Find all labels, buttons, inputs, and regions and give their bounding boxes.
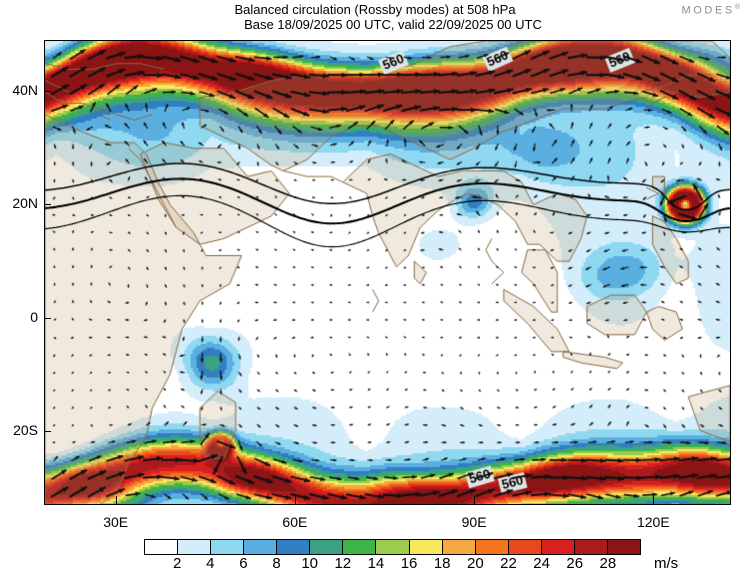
colorbar-segment	[277, 540, 311, 554]
colorbar-segment	[607, 540, 640, 554]
colorbar-tick-label: 10	[301, 555, 318, 572]
colorbar-segment	[178, 540, 212, 554]
colorbar-tick-label: 8	[272, 555, 281, 572]
chart-title: Balanced circulation (Rossby modes) at 5…	[234, 2, 516, 17]
colorbar-segment	[409, 540, 443, 554]
colorbar-segment	[541, 540, 575, 554]
x-tick-label: 90E	[461, 514, 487, 530]
colorbar-tick-label: 22	[500, 555, 517, 572]
y-tick-mark	[44, 317, 51, 319]
colorbar-segment	[475, 540, 509, 554]
colorbar-segment	[211, 540, 245, 554]
y-tick-label: 20S	[13, 422, 38, 439]
x-tick-label: 60E	[282, 514, 308, 530]
colorbar-tick-label: 4	[206, 555, 215, 572]
colorbar-segment	[244, 540, 278, 554]
y-tick-label: 40N	[12, 82, 38, 99]
colorbar-tick-label: 20	[466, 555, 484, 572]
colorbar	[144, 539, 641, 555]
colorbar-segment	[310, 540, 344, 554]
colorbar-tick-label: 18	[433, 555, 451, 572]
colorbar-segment	[376, 540, 410, 554]
colorbar-segment	[574, 540, 608, 554]
colorbar-tick-label: 12	[334, 555, 352, 572]
map-plot-area	[44, 40, 731, 505]
colorbar-segment	[508, 540, 542, 554]
colorbar-tick-label: 16	[400, 555, 418, 572]
colorbar-tick-label: 6	[239, 555, 248, 572]
y-tick-mark	[44, 431, 51, 433]
x-tick-mark	[294, 496, 296, 504]
y-tick-mark	[44, 204, 51, 206]
colorbar-units-label: m/s	[654, 555, 679, 572]
colorbar-tick-label: 24	[533, 555, 550, 572]
x-tick-mark	[474, 496, 476, 504]
chart-title-block: Balanced circulation (Rossby modes) at 5…	[0, 2, 750, 32]
x-tick-label: 120E	[636, 514, 670, 530]
colorbar-segment	[145, 540, 179, 554]
colorbar-tick-label: 14	[367, 555, 385, 572]
x-tick-mark	[115, 496, 117, 504]
modes-logo-text: MODES	[681, 4, 735, 17]
colorbar-tick-label: 28	[599, 555, 617, 572]
y-tick-label: 0	[30, 308, 38, 325]
colorbar-segment	[442, 540, 476, 554]
y-tick-mark	[44, 91, 51, 93]
colorbar-tick-label: 2	[172, 555, 182, 572]
chart-subtitle: Base 18/09/2025 00 UTC, valid 22/09/2025…	[244, 17, 542, 32]
modes-logo: MODES®	[681, 4, 740, 17]
x-tick-label: 30E	[103, 514, 129, 530]
x-tick-mark	[653, 496, 655, 504]
colorbar-tick-label: 26	[566, 555, 584, 572]
y-tick-label: 20N	[12, 195, 38, 212]
map-canvas	[45, 41, 730, 504]
modes-logo-mark: ®	[734, 4, 740, 11]
colorbar-tick-labels: 2 4 6 8 10 12 14 16 18 20 22 24 26 28	[144, 555, 641, 573]
colorbar-segment	[343, 540, 377, 554]
